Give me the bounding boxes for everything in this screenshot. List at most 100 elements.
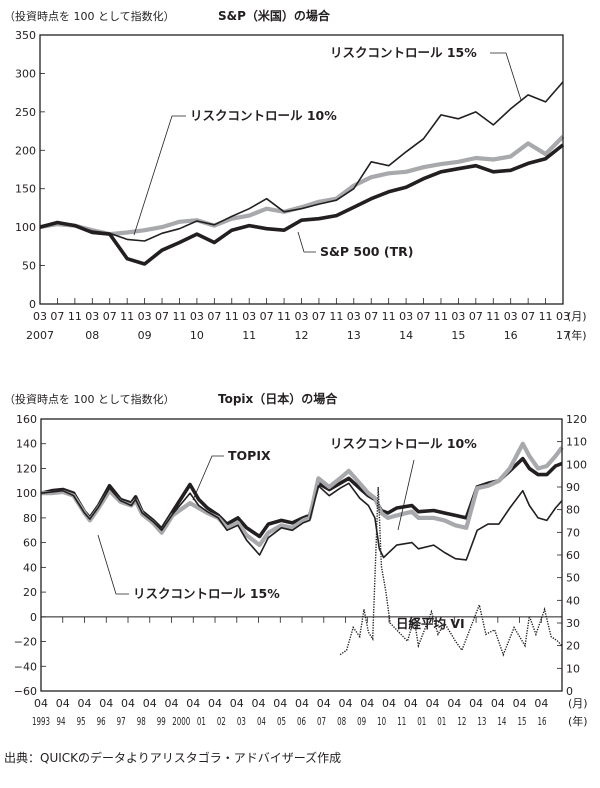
x-tick-label-year: 12 xyxy=(457,715,466,728)
x-tick-label-month: 04 xyxy=(34,697,48,710)
x-tick-label-month: 07 xyxy=(207,310,221,323)
x-tick-label-year: 96 xyxy=(97,715,106,728)
y-tick-label: 150 xyxy=(15,183,36,196)
series-line-rc10 xyxy=(41,441,564,548)
series-line-nikkei-vi xyxy=(339,486,563,657)
x-tick-label-month: 04 xyxy=(426,697,440,710)
y-left-tick-label: −40 xyxy=(14,660,37,673)
x-tick-label-month: 04 xyxy=(165,697,179,710)
y-right-tick-label: 30 xyxy=(566,617,580,630)
chart1-label-rc15: リスクコントロール 15% xyxy=(330,45,477,60)
y-tick-label: 300 xyxy=(15,67,36,80)
y-right-tick-label: 100 xyxy=(566,458,587,471)
x-tick-label-year: 10 xyxy=(190,329,204,342)
series-line-rc15 xyxy=(40,482,563,561)
x-tick-label-month: 11 xyxy=(486,310,500,323)
y-tick-label: 0 xyxy=(29,298,36,311)
y-right-tick-label: 90 xyxy=(566,481,580,494)
y-left-tick-label: 160 xyxy=(16,413,37,426)
x-tick-label-month: 07 xyxy=(312,310,326,323)
x-tick-label-month: 04 xyxy=(56,697,70,710)
x-tick-label-month: 04 xyxy=(273,697,287,710)
x-tick-label-year: 04 xyxy=(257,715,266,728)
x-year-unit: (年) xyxy=(567,328,587,342)
x-tick-label-year: 2007 xyxy=(26,329,54,342)
chart2-leader-rc15 xyxy=(97,534,129,595)
chart2-leader-rc10 xyxy=(397,459,415,531)
x-tick-label-month: 03 xyxy=(33,310,47,323)
x-tick-label-month: 11 xyxy=(172,310,186,323)
y-tick-label: 250 xyxy=(15,106,36,119)
x-tick-label-month: 07 xyxy=(364,310,378,323)
x-tick-label-month: 03 xyxy=(85,310,99,323)
x-tick-label-month: 04 xyxy=(99,697,113,710)
x-tick-label-month: 07 xyxy=(260,310,274,323)
chart2-label-topix: TOPIX xyxy=(228,448,271,463)
y-right-tick-label: 50 xyxy=(566,572,580,585)
chart1-label-sp500: S&P 500 (TR) xyxy=(320,244,413,259)
y-right-tick-label: 70 xyxy=(566,526,580,539)
x-tick-label-year: 14 xyxy=(497,715,506,728)
x-tick-label-month: 04 xyxy=(513,697,527,710)
chart2-title: Topix（日本）の場合 xyxy=(218,391,338,406)
y-right-tick-label: 120 xyxy=(566,413,587,426)
y-tick-label: 350 xyxy=(15,29,36,42)
x-tick-label-year: 08 xyxy=(85,329,99,342)
x-tick-label-month: 07 xyxy=(155,310,169,323)
y-left-tick-label: 100 xyxy=(16,487,37,500)
chart1-title-prefix: （投資時点を 100 として指数化） xyxy=(4,9,175,23)
x-tick-label-month: 04 xyxy=(143,697,157,710)
x-month-unit: (月) xyxy=(568,697,588,710)
x-tick-label-month: 04 xyxy=(317,697,331,710)
series-line-sp500 xyxy=(39,143,565,266)
x-tick-label-month: 04 xyxy=(252,697,266,710)
chart2-title-prefix: （投資時点を 100 として指数化） xyxy=(4,392,175,406)
y-right-tick-label: 60 xyxy=(566,549,580,562)
series-line-rc10 xyxy=(39,135,565,237)
chart2-label-rc15: リスクコントロール 15% xyxy=(133,586,280,601)
x-tick-label-year: 11 xyxy=(242,329,256,342)
x-tick-label-month: 04 xyxy=(186,697,200,710)
x-tick-label-month: 07 xyxy=(521,310,535,323)
y-right-tick-label: 10 xyxy=(566,662,580,675)
x-tick-label-year: 15 xyxy=(451,329,465,342)
x-tick-label-month: 03 xyxy=(295,310,309,323)
x-tick-label-year: 09 xyxy=(357,715,366,728)
chart1-title: S&P（米国）の場合 xyxy=(218,8,331,23)
x-tick-label-month: 03 xyxy=(451,310,465,323)
x-tick-label-month: 03 xyxy=(556,310,570,323)
x-tick-label-month: 04 xyxy=(469,697,483,710)
x-tick-label-month: 04 xyxy=(534,697,548,710)
x-tick-label-month: 11 xyxy=(329,310,343,323)
x-tick-label-month: 04 xyxy=(360,697,374,710)
x-tick-label-year: 94 xyxy=(57,715,66,728)
x-tick-label-month: 04 xyxy=(404,697,418,710)
x-tick-label-year: 98 xyxy=(137,715,146,728)
x-tick-label-month: 04 xyxy=(382,697,396,710)
x-month-unit: (月) xyxy=(567,310,587,323)
x-tick-label-month: 03 xyxy=(190,310,204,323)
y-left-tick-label: 60 xyxy=(23,537,37,550)
x-tick-label-month: 04 xyxy=(230,697,244,710)
x-tick-label-month: 11 xyxy=(382,310,396,323)
x-tick-label-month: 11 xyxy=(225,310,239,323)
chart2-label-rc10: リスクコントロール 10% xyxy=(330,436,477,451)
x-tick-label-year: 2000 xyxy=(172,715,190,728)
x-tick-label-month: 07 xyxy=(417,310,431,323)
y-left-tick-label: 40 xyxy=(23,561,37,574)
x-tick-label-month: 07 xyxy=(103,310,117,323)
x-tick-label-month: 04 xyxy=(491,697,505,710)
x-tick-label-month: 11 xyxy=(277,310,291,323)
x-tick-label-year: 06 xyxy=(297,715,306,728)
chart1-leader-sp500 xyxy=(297,231,316,253)
x-tick-label-month: 11 xyxy=(120,310,134,323)
y-left-tick-label: −20 xyxy=(14,636,37,649)
x-tick-label-year: 16 xyxy=(504,329,518,342)
series-line-rc15 xyxy=(39,81,564,242)
x-tick-label-month: 04 xyxy=(339,697,353,710)
x-tick-label-year: 10 xyxy=(377,715,386,728)
y-left-tick-label: 0 xyxy=(30,611,37,624)
x-tick-label-year: 02 xyxy=(217,715,226,728)
